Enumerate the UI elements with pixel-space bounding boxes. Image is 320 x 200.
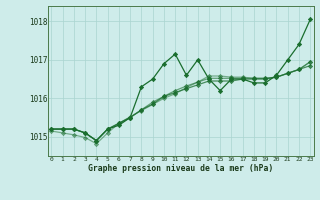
X-axis label: Graphe pression niveau de la mer (hPa): Graphe pression niveau de la mer (hPa) xyxy=(88,164,273,173)
